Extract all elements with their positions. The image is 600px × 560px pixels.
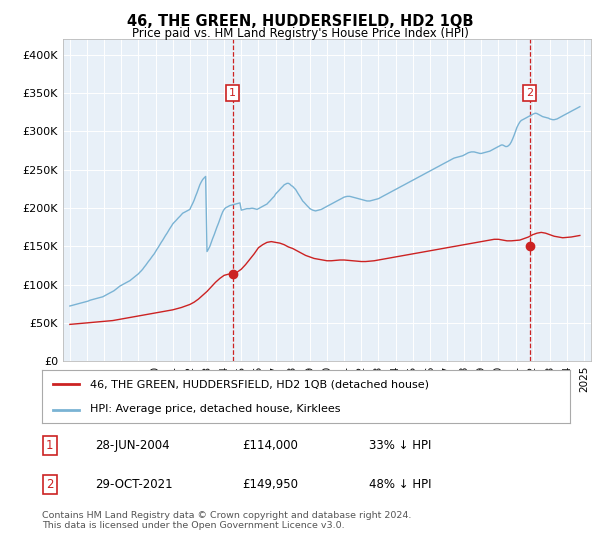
Text: HPI: Average price, detached house, Kirklees: HPI: Average price, detached house, Kirk… xyxy=(89,404,340,414)
Text: 2: 2 xyxy=(46,478,53,491)
Text: £114,000: £114,000 xyxy=(242,439,299,452)
Text: 33% ↓ HPI: 33% ↓ HPI xyxy=(370,439,432,452)
Text: 48% ↓ HPI: 48% ↓ HPI xyxy=(370,478,432,491)
Text: 46, THE GREEN, HUDDERSFIELD, HD2 1QB: 46, THE GREEN, HUDDERSFIELD, HD2 1QB xyxy=(127,14,473,29)
Text: 29-OCT-2021: 29-OCT-2021 xyxy=(95,478,172,491)
Text: 1: 1 xyxy=(46,439,53,452)
Text: Contains HM Land Registry data © Crown copyright and database right 2024.
This d: Contains HM Land Registry data © Crown c… xyxy=(42,511,412,530)
Text: 46, THE GREEN, HUDDERSFIELD, HD2 1QB (detached house): 46, THE GREEN, HUDDERSFIELD, HD2 1QB (de… xyxy=(89,380,428,390)
Text: 28-JUN-2004: 28-JUN-2004 xyxy=(95,439,169,452)
Text: 2: 2 xyxy=(526,88,533,98)
Text: £149,950: £149,950 xyxy=(242,478,299,491)
Text: 1: 1 xyxy=(229,88,236,98)
Text: Price paid vs. HM Land Registry's House Price Index (HPI): Price paid vs. HM Land Registry's House … xyxy=(131,27,469,40)
